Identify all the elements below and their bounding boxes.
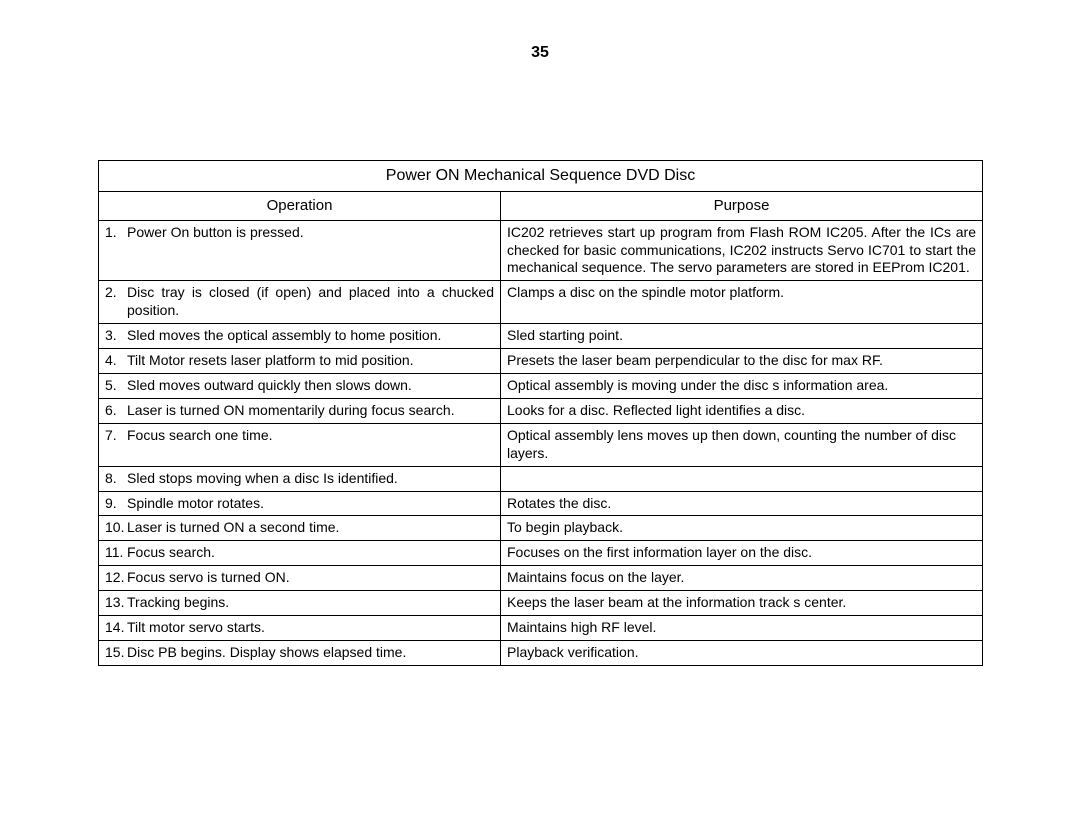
operation-number: 15. [105,644,127,662]
table-title-row: Power ON Mechanical Sequence DVD Disc [99,161,983,192]
operation-text: Sled stops moving when a disc Is identif… [127,470,494,488]
operation-cell: 6.Laser is turned ON momentarily during … [99,398,501,423]
purpose-cell: Focuses on the first information layer o… [501,541,983,566]
operation-number: 6. [105,402,127,420]
operation-number: 10. [105,519,127,537]
purpose-cell: Sled starting point. [501,324,983,349]
operation-cell: 12.Focus servo is turned ON. [99,566,501,591]
operation-cell: 14.Tilt motor servo starts. [99,616,501,641]
operation-number: 2. [105,284,127,320]
table-row: 15.Disc PB begins. Display shows elapsed… [99,640,983,665]
table-row: 4.Tilt Motor resets laser platform to mi… [99,349,983,374]
operation-number: 12. [105,569,127,587]
purpose-cell: Rotates the disc. [501,491,983,516]
table-row: 10.Laser is turned ON a second time.To b… [99,516,983,541]
header-operation: Operation [99,192,501,220]
purpose-cell: Optical assembly is moving under the dis… [501,374,983,399]
operation-cell: 2.Disc tray is closed (if open) and plac… [99,281,501,324]
operation-cell: 7.Focus search one time. [99,423,501,466]
purpose-cell: Maintains focus on the layer. [501,566,983,591]
purpose-cell: Keeps the laser beam at the information … [501,591,983,616]
purpose-cell: Playback verification. [501,640,983,665]
operation-number: 13. [105,594,127,612]
operation-number: 1. [105,224,127,242]
operation-cell: 15.Disc PB begins. Display shows elapsed… [99,640,501,665]
operation-text: Laser is turned ON momentarily during fo… [127,402,494,420]
operation-cell: 10.Laser is turned ON a second time. [99,516,501,541]
operation-cell: 11.Focus search. [99,541,501,566]
operation-text: Focus servo is turned ON. [127,569,494,587]
table-row: 1.Power On button is pressed.IC202 retri… [99,220,983,281]
operation-cell: 5.Sled moves outward quickly then slows … [99,374,501,399]
header-purpose: Purpose [501,192,983,220]
table-row: 6.Laser is turned ON momentarily during … [99,398,983,423]
operation-text: Sled moves outward quickly then slows do… [127,377,494,395]
operation-number: 14. [105,619,127,637]
table-row: 14.Tilt motor servo starts.Maintains hig… [99,616,983,641]
operation-number: 3. [105,327,127,345]
table-header-row: Operation Purpose [99,192,983,220]
operation-number: 9. [105,495,127,513]
operation-cell: 13.Tracking begins. [99,591,501,616]
table-row: 12.Focus servo is turned ON.Maintains fo… [99,566,983,591]
operation-text: Disc tray is closed (if open) and placed… [127,284,494,320]
operation-number: 7. [105,427,127,445]
table-row: 9.Spindle motor rotates.Rotates the disc… [99,491,983,516]
purpose-cell: Optical assembly lens moves up then down… [501,423,983,466]
operation-text: Focus search. [127,544,494,562]
operation-text: Focus search one time. [127,427,494,445]
operation-cell: 3.Sled moves the optical assembly to hom… [99,324,501,349]
purpose-cell: IC202 retrieves start up program from Fl… [501,220,983,281]
operation-text: Tilt Motor resets laser platform to mid … [127,352,494,370]
operation-text: Tilt motor servo starts. [127,619,494,637]
operation-number: 5. [105,377,127,395]
table-row: 3.Sled moves the optical assembly to hom… [99,324,983,349]
document-page: 35 Power ON Mechanical Sequence DVD Disc… [0,0,1080,834]
operation-cell: 8.Sled stops moving when a disc Is ident… [99,466,501,491]
operation-text: Spindle motor rotates. [127,495,494,513]
operation-text: Sled moves the optical assembly to home … [127,327,494,345]
table-row: 13.Tracking begins.Keeps the laser beam … [99,591,983,616]
sequence-table: Power ON Mechanical Sequence DVD Disc Op… [98,160,983,666]
purpose-cell: Presets the laser beam perpendicular to … [501,349,983,374]
operation-number: 4. [105,352,127,370]
table-title: Power ON Mechanical Sequence DVD Disc [99,161,983,192]
operation-text: Tracking begins. [127,594,494,612]
operation-text: Laser is turned ON a second time. [127,519,494,537]
page-number: 35 [0,44,1080,62]
table-row: 8.Sled stops moving when a disc Is ident… [99,466,983,491]
table-row: 11.Focus search.Focuses on the first inf… [99,541,983,566]
table-row: 5.Sled moves outward quickly then slows … [99,374,983,399]
purpose-cell: Maintains high RF level. [501,616,983,641]
operation-text: Power On button is pressed. [127,224,494,242]
purpose-cell: To begin playback. [501,516,983,541]
operation-cell: 4.Tilt Motor resets laser platform to mi… [99,349,501,374]
operation-cell: 1.Power On button is pressed. [99,220,501,281]
table-row: 7.Focus search one time.Optical assembly… [99,423,983,466]
purpose-cell [501,466,983,491]
table-row: 2.Disc tray is closed (if open) and plac… [99,281,983,324]
operation-text: Disc PB begins. Display shows elapsed ti… [127,644,494,662]
purpose-cell: Clamps a disc on the spindle motor platf… [501,281,983,324]
operation-number: 8. [105,470,127,488]
operation-cell: 9.Spindle motor rotates. [99,491,501,516]
operation-number: 11. [105,544,127,562]
purpose-cell: Looks for a disc. Reflected light identi… [501,398,983,423]
sequence-table-container: Power ON Mechanical Sequence DVD Disc Op… [98,160,982,666]
